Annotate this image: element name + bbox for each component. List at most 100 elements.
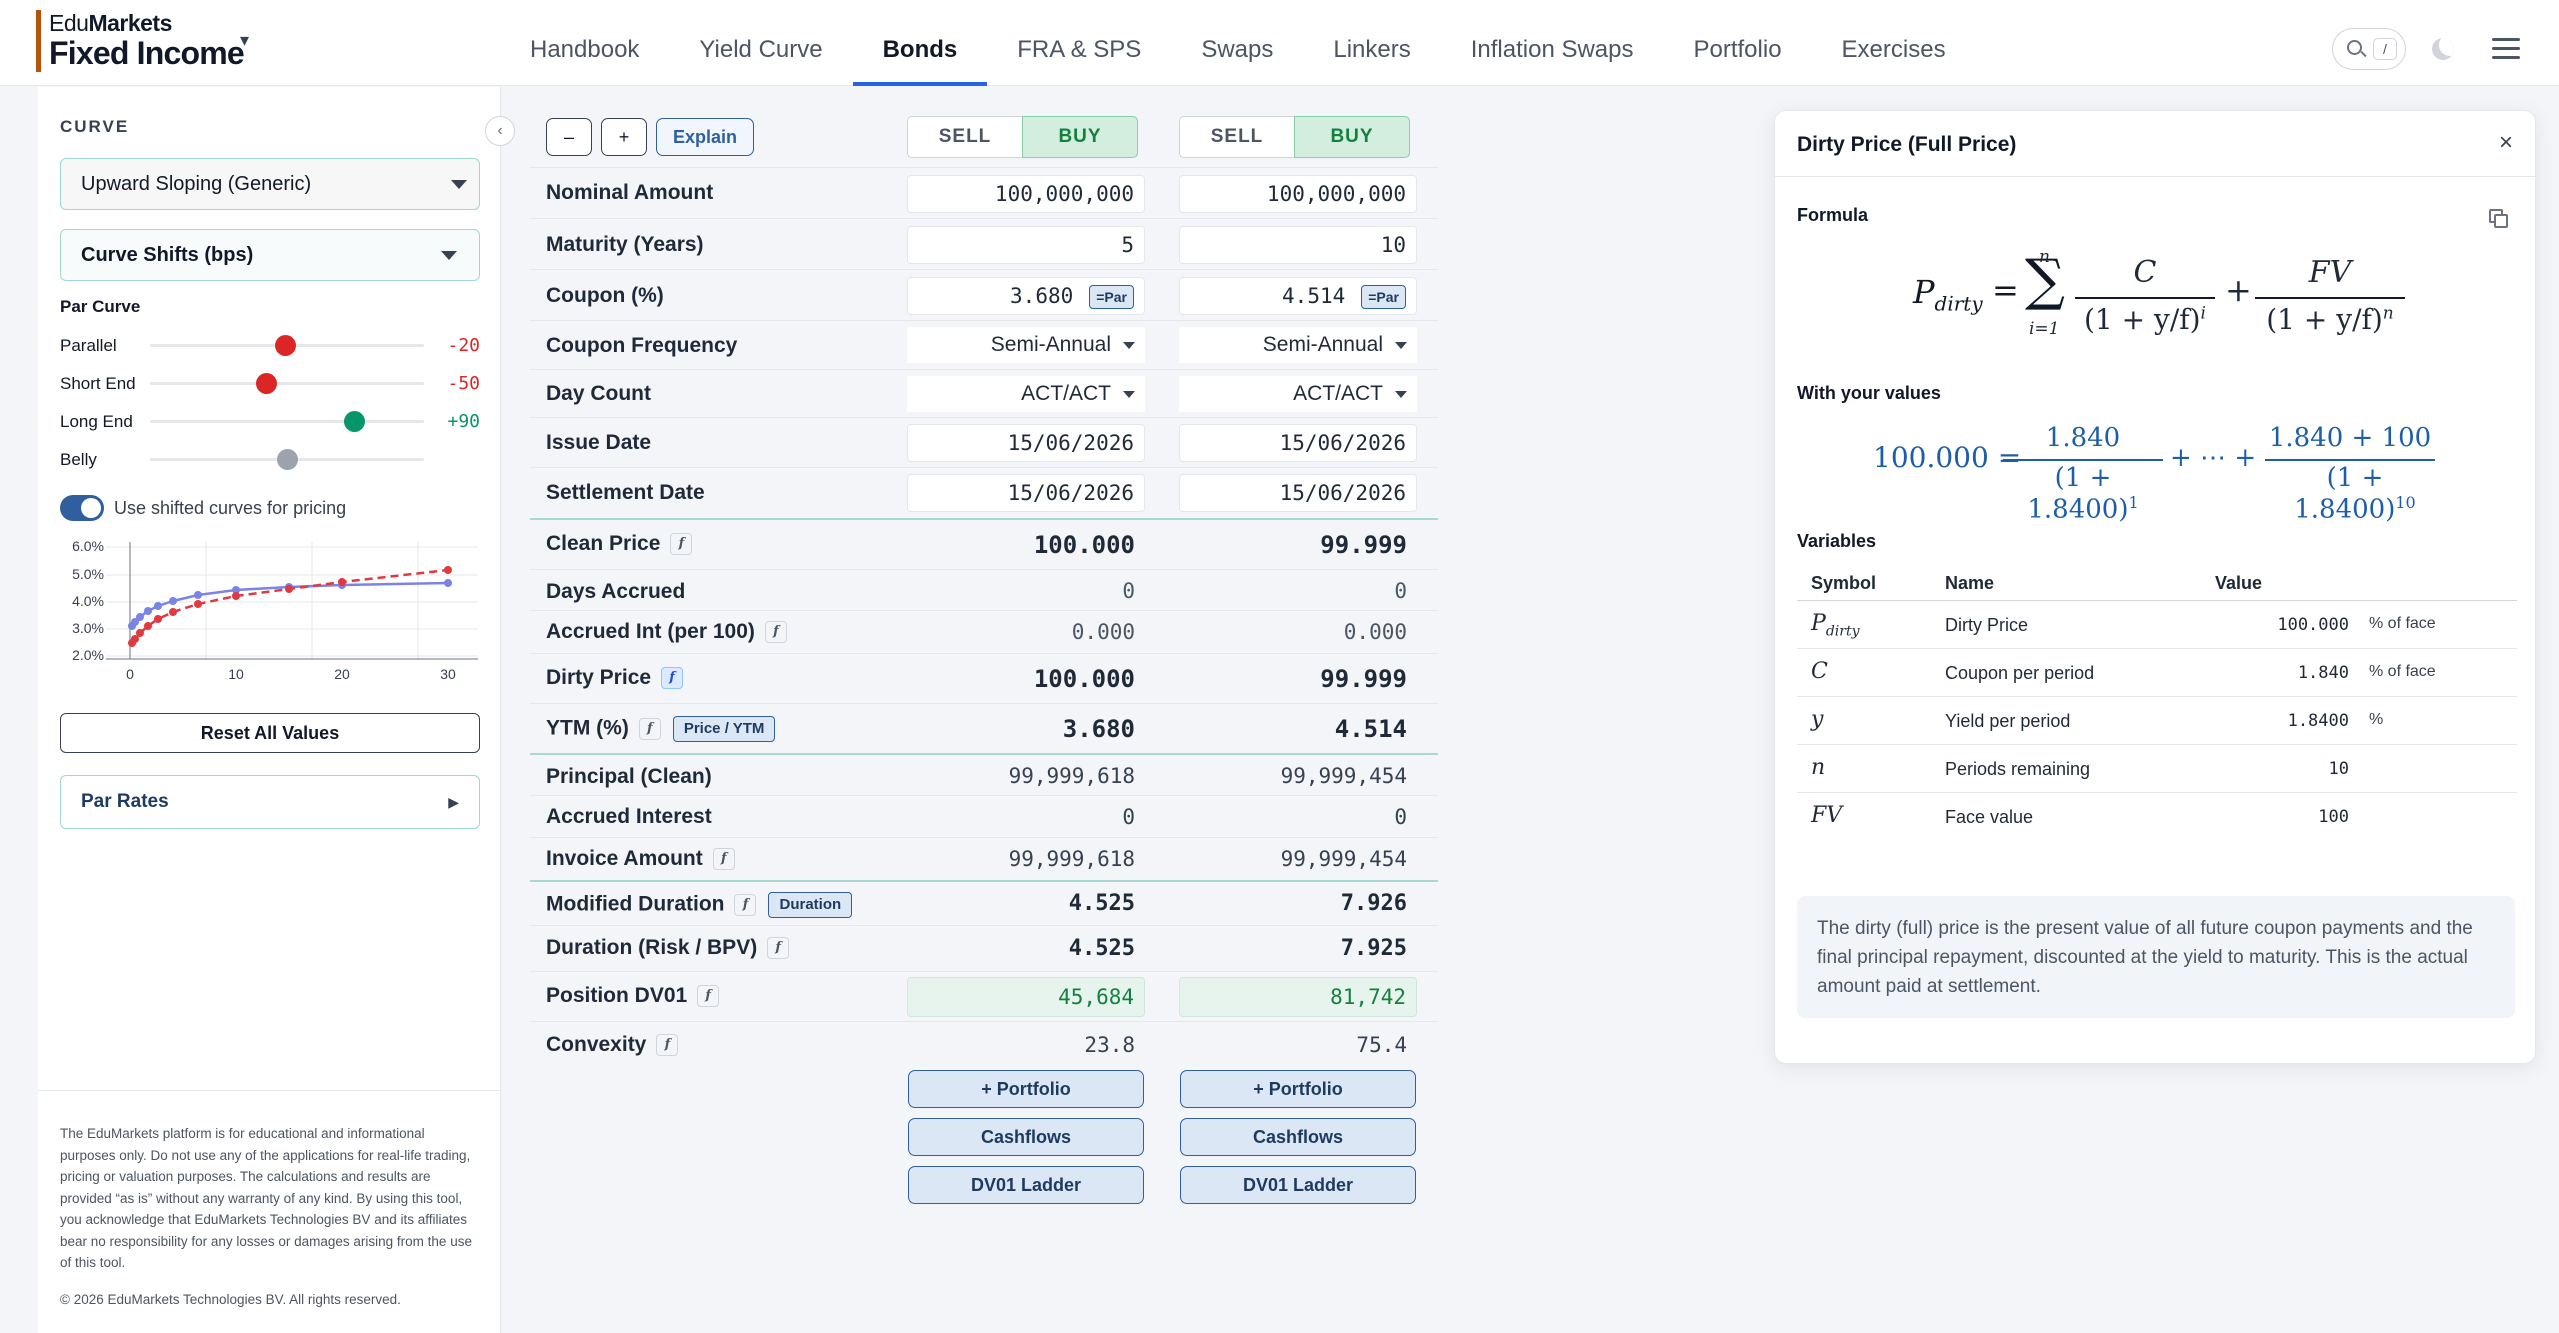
nav-portfolio[interactable]: Portfolio — [1693, 36, 1782, 63]
set-par-button[interactable]: =Par — [1361, 285, 1406, 309]
dirty-price-bond-1: 100.000 — [1033, 665, 1135, 693]
coupon-input-bond-2[interactable]: 4.514 =Par — [1179, 277, 1417, 315]
slider-parallel: Parallel -20 — [60, 330, 480, 360]
buy-button-bond-2[interactable]: BUY — [1294, 116, 1410, 158]
nav-linkers[interactable]: Linkers — [1333, 36, 1411, 63]
menu-hamburger-icon[interactable] — [2492, 38, 2520, 60]
shifted-curves-toggle[interactable] — [60, 495, 104, 521]
brand-logo[interactable]: EduMarkets Fixed Income — [36, 10, 245, 72]
shifted-curves-label: Use shifted curves for pricing — [114, 498, 347, 518]
var-symbol: y — [1811, 707, 1824, 732]
add-to-portfolio-button-bond-1[interactable]: + Portfolio — [908, 1070, 1144, 1108]
slider-handle[interactable] — [256, 373, 277, 394]
chevron-down-icon — [441, 251, 457, 260]
formula-icon[interactable]: f — [638, 718, 661, 740]
curve-shifts-accordion[interactable]: Curve Shifts (bps) — [60, 229, 480, 281]
maturity-input-bond-1[interactable]: 5 — [907, 226, 1145, 264]
cashflows-button-bond-1[interactable]: Cashflows — [908, 1118, 1144, 1156]
issue-date-input-bond-2[interactable]: 15/06/2026 — [1179, 424, 1417, 462]
var-symbol: Pdirty — [1811, 611, 1860, 640]
principal-bond-2: 99,999,454 — [1280, 764, 1407, 788]
buy-button-bond-1[interactable]: BUY — [1022, 116, 1138, 158]
formula-icon-active[interactable]: f — [661, 667, 684, 690]
issue-date-input-bond-1[interactable]: 15/06/2026 — [907, 424, 1145, 462]
nav-exercises[interactable]: Exercises — [1841, 36, 1946, 63]
row-label: Nominal Amount — [546, 181, 714, 204]
settlement-date-input-bond-1[interactable]: 15/06/2026 — [907, 474, 1145, 512]
collapse-sidebar-button[interactable]: ‹ — [485, 116, 515, 146]
cashflows-button-bond-2[interactable]: Cashflows — [1180, 1118, 1416, 1156]
close-icon[interactable]: × — [2498, 129, 2513, 156]
add-bond-button[interactable]: + — [601, 118, 647, 156]
row-position-dv01: Position DV01 f 45,684 81,742 — [530, 971, 1438, 1021]
y-tick: 3.0% — [72, 620, 104, 636]
row-label: Accrued Int (per 100) f — [546, 620, 787, 644]
slider-handle[interactable] — [277, 449, 298, 470]
formula-icon[interactable]: f — [767, 937, 790, 960]
maturity-input-bond-2[interactable]: 10 — [1179, 226, 1417, 264]
par-rates-accordion[interactable]: Par Rates ▶ — [60, 775, 480, 829]
dv01-ladder-button-bond-2[interactable]: DV01 Ladder — [1180, 1166, 1416, 1204]
row-label: Invoice Amount f — [546, 847, 735, 871]
slider-track[interactable] — [150, 382, 424, 385]
slider-track[interactable] — [150, 420, 424, 423]
daycount-select-bond-1[interactable]: ACT/ACT — [907, 376, 1145, 412]
explain-button[interactable]: Explain — [656, 118, 754, 156]
coupon-input-bond-1[interactable]: 3.680 =Par — [907, 277, 1145, 315]
x-tick: 0 — [126, 666, 134, 682]
days-accrued-bond-2: 0 — [1394, 579, 1407, 603]
y-tick: 5.0% — [72, 566, 104, 582]
table-row: Pdirty Dirty Price 100.000 % of face — [1797, 601, 2517, 649]
nav-handbook[interactable]: Handbook — [530, 36, 640, 63]
nav-yield-curve[interactable]: Yield Curve — [699, 36, 823, 63]
formula-icon[interactable]: f — [712, 848, 735, 871]
shifted-curve-line — [131, 568, 449, 644]
curve-select[interactable]: Upward Sloping (Generic) — [60, 158, 480, 210]
top-header: EduMarkets Fixed Income ▾ Handbook Yield… — [0, 0, 2559, 86]
formula-description: The dirty (full) price is the present va… — [1797, 896, 2515, 1018]
formula-icon[interactable]: f — [670, 533, 693, 556]
convexity-bond-2: 75.4 — [1356, 1033, 1407, 1057]
nav-inflation-swaps[interactable]: Inflation Swaps — [1470, 36, 1634, 63]
slider-handle[interactable] — [275, 335, 296, 356]
duration-chart-button[interactable]: Duration — [768, 892, 853, 918]
formula-icon[interactable]: f — [764, 621, 787, 644]
sell-button-bond-1[interactable]: SELL — [907, 116, 1023, 158]
nominal-input-bond-2[interactable]: 100,000,000 — [1179, 175, 1417, 213]
nav-swaps[interactable]: Swaps — [1201, 36, 1274, 63]
row-invoice-amount: Invoice Amount f 99,999,618 99,999,454 — [530, 837, 1438, 880]
nav-fra-sps[interactable]: FRA & SPS — [1017, 36, 1142, 63]
remove-bond-button[interactable]: – — [546, 118, 592, 156]
x-tick: 30 — [440, 666, 456, 682]
var-value: 10 — [2328, 759, 2349, 779]
set-par-button[interactable]: =Par — [1089, 285, 1134, 309]
formula-panel: Dirty Price (Full Price) × Formula Pdirt… — [1774, 110, 2536, 1064]
reset-all-button[interactable]: Reset All Values — [60, 713, 480, 753]
product-switch-caret-icon[interactable]: ▾ — [240, 30, 250, 50]
frequency-select-bond-2[interactable]: Semi-Annual — [1179, 327, 1417, 363]
price-ytm-chart-button[interactable]: Price / YTM — [672, 716, 776, 742]
formula-icon[interactable]: f — [656, 1034, 679, 1057]
sell-button-bond-2[interactable]: SELL — [1179, 116, 1295, 158]
add-to-portfolio-button-bond-2[interactable]: + Portfolio — [1180, 1070, 1416, 1108]
row-label: Convexity f — [546, 1033, 679, 1057]
dirty-price-bond-2: 99.999 — [1320, 665, 1407, 693]
settlement-date-input-bond-2[interactable]: 15/06/2026 — [1179, 474, 1417, 512]
row-accrued-int: Accrued Int (per 100) f 0.000 0.000 — [530, 610, 1438, 653]
dv01-ladder-button-bond-1[interactable]: DV01 Ladder — [908, 1166, 1144, 1204]
formula-icon[interactable]: f — [734, 894, 757, 916]
par-curve-label: Par Curve — [60, 297, 141, 316]
nav-bonds[interactable]: Bonds — [852, 0, 988, 86]
theme-toggle-moon-icon[interactable] — [2432, 38, 2454, 60]
search-button[interactable]: / — [2332, 28, 2406, 70]
bond-calculator: – + Explain SELL BUY SELL BUY Nominal Am… — [530, 100, 1438, 1220]
formula-icon[interactable]: f — [697, 985, 720, 1008]
daycount-select-bond-2[interactable]: ACT/ACT — [1179, 376, 1417, 412]
row-label: Dirty Price f — [546, 666, 684, 690]
row-label: Position DV01 f — [546, 984, 720, 1008]
slider-handle[interactable] — [344, 411, 365, 432]
curve-select-value: Upward Sloping (Generic) — [81, 173, 312, 195]
copy-icon[interactable] — [2489, 209, 2508, 228]
nominal-input-bond-1[interactable]: 100,000,000 — [907, 175, 1145, 213]
frequency-select-bond-1[interactable]: Semi-Annual — [907, 327, 1145, 363]
